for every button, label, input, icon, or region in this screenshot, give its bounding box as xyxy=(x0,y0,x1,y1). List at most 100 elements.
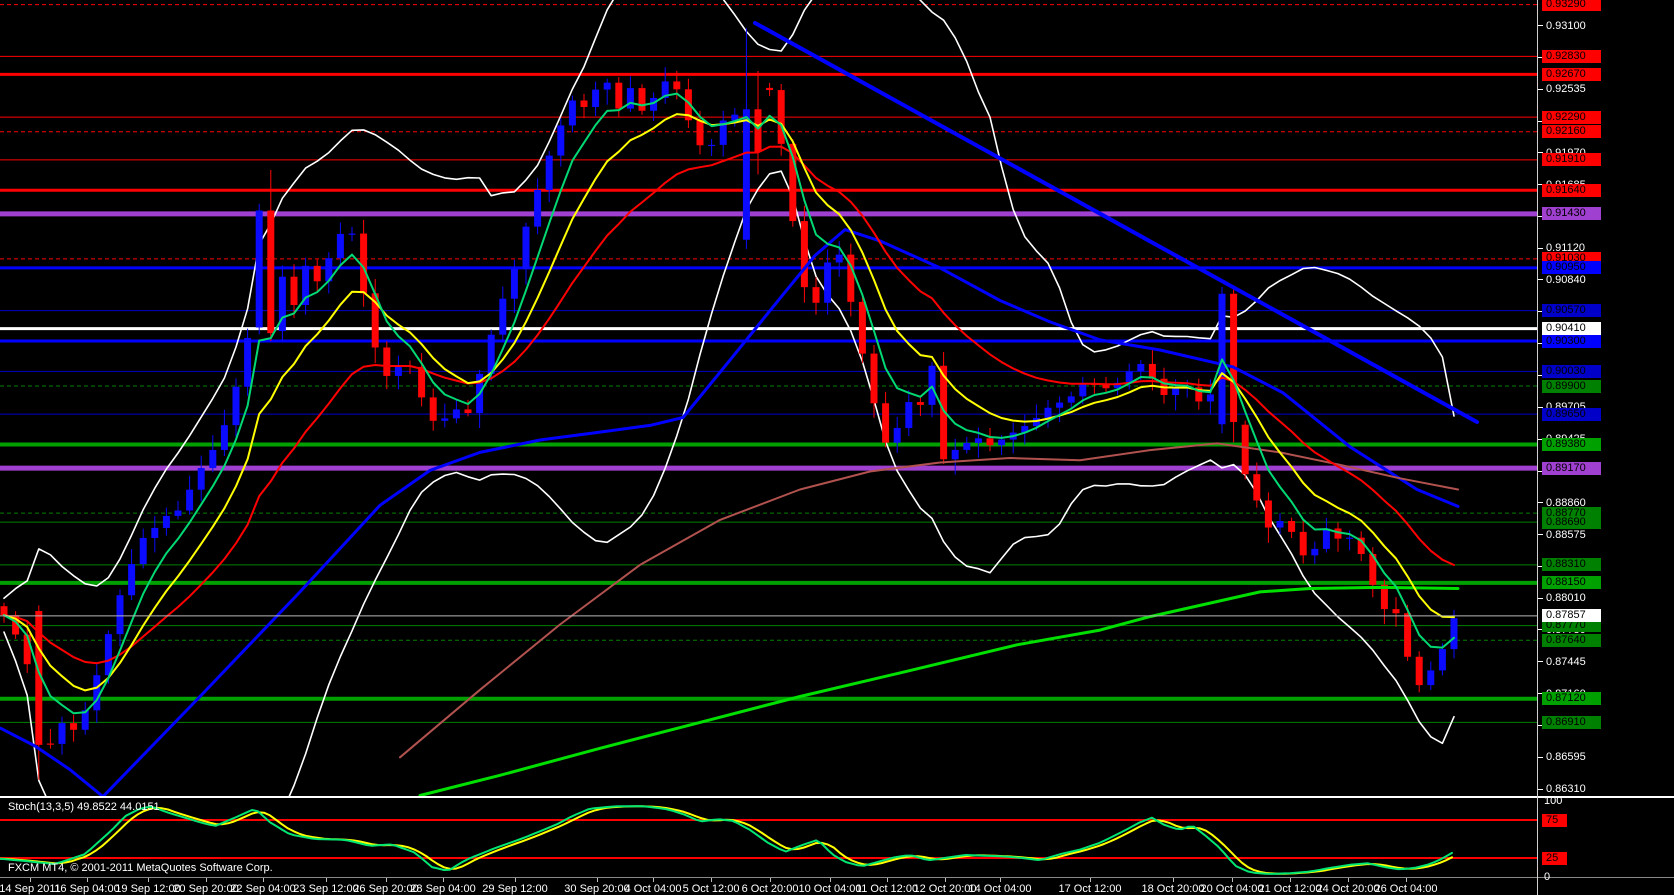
bear-candle xyxy=(290,276,298,305)
time-label: 11 Oct 12:00 xyxy=(855,883,919,895)
time-tick xyxy=(887,878,888,882)
bull-candle xyxy=(128,564,136,596)
bull-candle xyxy=(824,262,832,303)
bear-candle xyxy=(858,301,866,354)
pane-separator[interactable] xyxy=(0,796,1674,798)
price-tick-label: 0.92535 xyxy=(1538,83,1586,96)
level-price-box: 0.92670 xyxy=(1542,67,1601,81)
level-price-box: 0.89170 xyxy=(1542,461,1601,475)
time-label: 4 Oct 04:00 xyxy=(624,883,682,895)
bear-candle xyxy=(429,397,437,421)
time-label: 24 Oct 20:00 xyxy=(1316,883,1380,895)
bull-candle xyxy=(545,155,553,190)
bull-candle xyxy=(441,418,449,421)
descending-trendline[interactable] xyxy=(753,20,1479,424)
bear-candle xyxy=(1148,363,1156,379)
tick-mark xyxy=(1538,152,1543,154)
bear-candle xyxy=(800,221,808,288)
bull-candle xyxy=(592,89,600,107)
stoch-scale-label: 25 xyxy=(1542,851,1567,865)
bear-candle xyxy=(1241,424,1249,475)
bull-candle xyxy=(209,449,217,469)
bear-candle xyxy=(940,365,948,460)
bull-candle xyxy=(58,723,66,744)
level-price-box: 0.89900 xyxy=(1542,379,1601,393)
bear-candle xyxy=(418,366,426,398)
bear-candle xyxy=(1299,531,1307,556)
bull-candle xyxy=(1206,394,1214,402)
bear-candle xyxy=(1253,474,1261,501)
bear-candle xyxy=(1380,584,1388,610)
bull-candle xyxy=(534,189,542,227)
bear-candle xyxy=(464,409,472,413)
bear-candle xyxy=(1195,387,1203,402)
bull-candle xyxy=(232,386,240,426)
bear-candle xyxy=(1392,609,1400,614)
level-price-box: 0.89650 xyxy=(1542,407,1601,421)
bear-candle xyxy=(35,611,43,745)
time-label: 23 Sep 12:00 xyxy=(293,883,359,895)
level-price-box: 0.90300 xyxy=(1542,334,1601,348)
time-axis[interactable]: 14 Sep 2011 16 Sep 04:00 19 Sep 12:00 20 Se… xyxy=(0,878,1537,895)
price-tick-label: 0.88575 xyxy=(1538,529,1586,542)
time-tick xyxy=(1173,878,1174,882)
tick-mark xyxy=(1538,215,1543,217)
tick-mark xyxy=(1538,247,1543,249)
bear-candle xyxy=(70,723,78,730)
bull-candle xyxy=(162,515,170,528)
time-tick xyxy=(515,878,516,882)
bull-candle xyxy=(835,254,843,263)
level-price-box: 0.88150 xyxy=(1542,576,1601,590)
bear-candle xyxy=(1415,656,1423,686)
bull-candle xyxy=(603,82,611,90)
bull-candle xyxy=(557,125,565,156)
bear-candle xyxy=(313,265,321,282)
bull-candle xyxy=(1322,528,1330,549)
bear-candle xyxy=(23,634,31,665)
bear-candle xyxy=(383,347,391,376)
time-tick xyxy=(770,878,771,882)
main-price-chart[interactable] xyxy=(0,0,1537,797)
bull-candle xyxy=(81,710,89,730)
level-price-box: 0.91430 xyxy=(1542,207,1601,221)
bull-candle xyxy=(1079,383,1087,397)
candlesticks xyxy=(0,28,1458,780)
level-price-box: 0.87120 xyxy=(1542,692,1601,706)
time-label: 26 Oct 04:00 xyxy=(1374,883,1438,895)
bull-candle xyxy=(661,81,669,98)
price-tick-label: 0.87445 xyxy=(1538,656,1586,669)
price-axis[interactable]: 0.931000.928200.925350.922500.919700.916… xyxy=(1538,0,1674,895)
level-price-box: 0.92290 xyxy=(1542,110,1601,124)
time-tick xyxy=(945,878,946,882)
price-tick-label: 0.88860 xyxy=(1538,497,1586,510)
time-label: 30 Sep 20:00 xyxy=(564,883,630,895)
time-tick xyxy=(30,878,31,882)
tick-mark xyxy=(1538,724,1543,726)
level-price-box: 0.89380 xyxy=(1542,438,1601,451)
bear-candle xyxy=(754,109,762,152)
time-tick xyxy=(711,878,712,882)
bull-candle xyxy=(893,428,901,443)
bull-candle xyxy=(1438,649,1446,671)
bear-candle xyxy=(0,606,8,616)
bear-candle xyxy=(882,403,890,443)
stochastic-pane[interactable] xyxy=(0,799,1537,877)
bull-candle xyxy=(1427,670,1435,686)
bull-candle xyxy=(93,675,101,711)
tick-mark xyxy=(1538,661,1543,663)
price-tick-label: 0.91120 xyxy=(1538,242,1585,255)
stoch-scale-label: 0 xyxy=(1544,870,1551,883)
time-tick xyxy=(206,878,207,882)
tick-mark xyxy=(1538,56,1543,58)
tick-mark xyxy=(1538,407,1543,409)
bull-candle xyxy=(197,468,205,490)
tick-mark xyxy=(1538,88,1543,90)
bull-candle xyxy=(1137,363,1145,372)
bull-candle xyxy=(220,425,228,450)
bull-candle xyxy=(302,265,310,305)
bear-candle xyxy=(46,743,54,745)
bull-candle xyxy=(998,439,1006,446)
tick-mark xyxy=(1538,342,1543,344)
level-price-box: 0.93290 xyxy=(1542,0,1601,12)
time-tick xyxy=(148,878,149,882)
